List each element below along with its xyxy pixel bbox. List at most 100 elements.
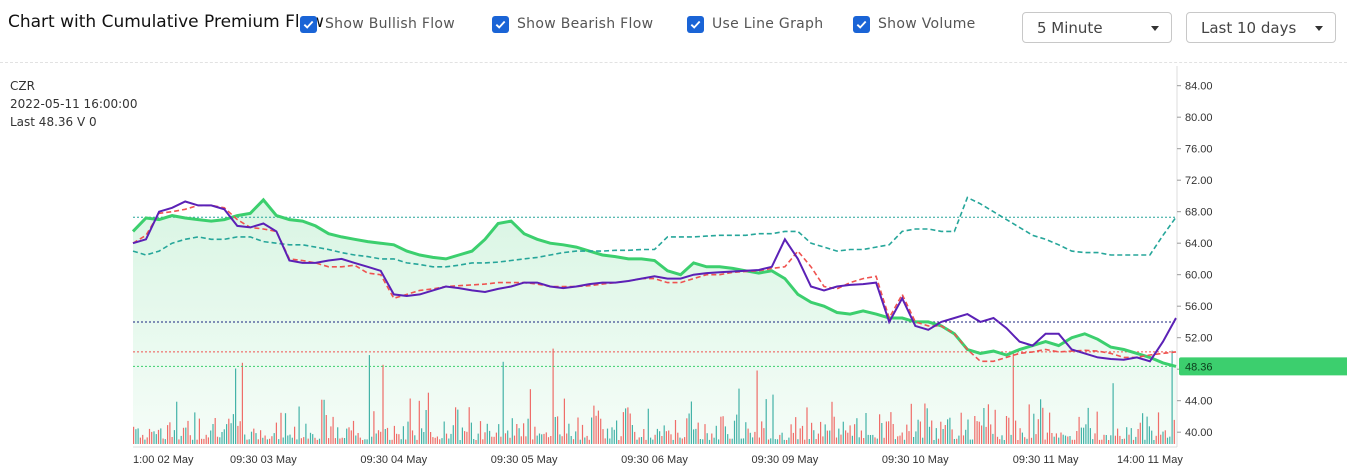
x-tick-label: 09:30 10 May: [882, 454, 949, 466]
show-bullish-flow-option[interactable]: Show Bullish Flow: [300, 13, 455, 35]
volume-bar: [400, 439, 402, 444]
volume-bar: [842, 421, 844, 444]
volume-bar: [937, 438, 940, 444]
volume-bar: [931, 420, 933, 444]
volume-bar: [250, 431, 253, 444]
price-chart[interactable]: 84.00 80.00 76.00 72.00 68.00 64.00 60.00 56.00…: [0, 63, 1347, 473]
volume-bar: [797, 439, 799, 444]
volume-bar: [382, 364, 384, 444]
volume-bar: [835, 437, 838, 444]
show-bearish-flow-label: Show Bearish Flow: [517, 16, 654, 32]
volume-bar: [831, 401, 833, 444]
volume-bar: [838, 428, 840, 444]
volume-bar: [1101, 439, 1103, 444]
volume-bar: [974, 416, 976, 444]
volume-bar: [1148, 426, 1150, 444]
volume-bar: [1010, 434, 1012, 444]
volume-bar: [867, 434, 869, 444]
volume-bar: [781, 432, 783, 444]
volume-bar: [309, 432, 312, 444]
cumulative-flow-line: [132, 200, 1177, 363]
x-tick-label: 09:30 03 May: [230, 454, 297, 466]
volume-bar: [457, 409, 459, 444]
volume-bar: [1064, 435, 1067, 444]
volume-bar: [903, 439, 906, 444]
volume-bar: [790, 424, 792, 444]
x-tick-label: 09:30 04 May: [360, 454, 427, 466]
volume-bar: [822, 436, 824, 444]
volume-bar: [559, 434, 561, 444]
volume-bar: [291, 437, 293, 444]
volume-bar: [792, 432, 794, 444]
volume-bar: [384, 429, 386, 444]
volume-bar: [479, 421, 482, 444]
interval-select[interactable]: 5 Minute: [1022, 12, 1172, 43]
volume-bar: [411, 430, 414, 444]
volume-bar: [294, 426, 296, 444]
volume-bar: [241, 362, 243, 444]
volume-bar: [883, 437, 885, 444]
volume-bar: [228, 418, 230, 444]
volume-bar: [772, 394, 774, 444]
volume-bar: [783, 439, 785, 444]
range-select[interactable]: Last 10 days: [1186, 12, 1336, 43]
volume-bar: [976, 421, 978, 444]
y-tick-label: 44.00: [1185, 396, 1213, 408]
volume-bar: [1169, 436, 1171, 444]
volume-bar: [1028, 404, 1030, 444]
volume-bar: [303, 437, 305, 444]
volume-bar: [1071, 439, 1073, 444]
checkbox-checked-icon[interactable]: [687, 15, 704, 33]
checkbox-checked-icon[interactable]: [853, 15, 870, 33]
volume-bar: [289, 434, 291, 444]
volume-bar: [629, 413, 631, 444]
show-bearish-flow-option[interactable]: Show Bearish Flow: [492, 13, 653, 35]
volume-bar: [1139, 422, 1141, 444]
volume-bar: [711, 433, 713, 444]
volume-bar: [545, 432, 547, 444]
volume-bar: [910, 403, 912, 444]
checkbox-checked-icon[interactable]: [300, 15, 317, 33]
volume-bar: [328, 438, 330, 444]
volume-bar: [164, 439, 166, 444]
bullish-flow-line: [132, 196, 1177, 268]
volume-bar: [402, 426, 404, 444]
x-tick-label: 1:00 02 May: [133, 454, 194, 466]
volume-bar: [845, 430, 847, 444]
volume-bar: [536, 435, 538, 444]
volume-bar: [212, 424, 214, 444]
volume-bar: [237, 425, 239, 444]
volume-bar: [915, 431, 917, 444]
use-line-graph-option[interactable]: Use Line Graph: [687, 13, 823, 35]
volume-bar: [189, 435, 191, 444]
volume-bar: [1119, 435, 1121, 444]
volume-bar: [550, 436, 552, 444]
volume-bar: [577, 417, 579, 444]
volume-bar: [981, 425, 983, 444]
checkbox-checked-icon[interactable]: [492, 15, 509, 33]
volume-bar: [965, 429, 967, 444]
chart-title: Chart with Cumulative Premium Flow: [8, 12, 324, 32]
volume-bar: [892, 424, 894, 444]
volume-bar: [257, 439, 259, 444]
volume-bar: [216, 436, 219, 444]
volume-bar: [978, 421, 980, 444]
volume-bar: [591, 417, 593, 444]
volume-bar: [407, 421, 409, 444]
volume-bar: [157, 429, 160, 444]
volume-bar: [949, 417, 951, 444]
volume-bar: [699, 439, 701, 444]
volume-bar: [718, 439, 720, 444]
volume-bar: [477, 433, 479, 444]
volume-bar: [214, 418, 216, 444]
volume-bar: [491, 436, 493, 444]
volume-bar: [640, 437, 643, 444]
volume-bar: [307, 438, 309, 444]
show-volume-option[interactable]: Show Volume: [853, 13, 976, 35]
volume-bar: [332, 416, 334, 444]
volume-bar: [287, 435, 289, 444]
volume-bar: [169, 422, 171, 444]
volume-bar: [879, 414, 881, 444]
volume-bar: [650, 437, 652, 444]
volume-bar: [670, 434, 672, 444]
